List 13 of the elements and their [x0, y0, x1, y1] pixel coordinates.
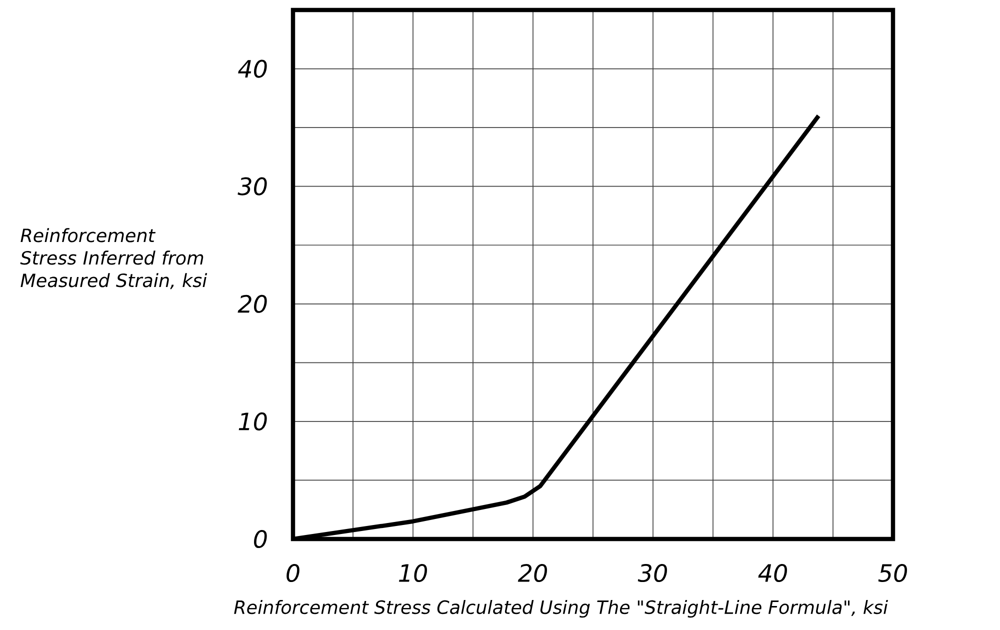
- y-tick-label: 40: [238, 60, 267, 78]
- y-axis-title: Reinforcement Stress Inferred from Measured Strain, ksi: [20, 228, 208, 290]
- x-tick-label: 10: [398, 564, 427, 582]
- y-tick-label: 30: [238, 177, 267, 196]
- x-tick-label: 30: [638, 564, 667, 582]
- x-tick-label: 40: [758, 564, 787, 582]
- x-tick-label: 50: [878, 564, 907, 582]
- y-tick-label: 0: [254, 530, 267, 548]
- x-tick-label: 20: [518, 564, 547, 582]
- y-tick-label: 10: [238, 412, 267, 430]
- x-axis-title: Reinforcement Stress Calculated Using The "Straight-Line Formula", ksi: [234, 600, 888, 618]
- y-tick-label: 20: [238, 294, 267, 313]
- x-tick-label: 0: [286, 564, 300, 582]
